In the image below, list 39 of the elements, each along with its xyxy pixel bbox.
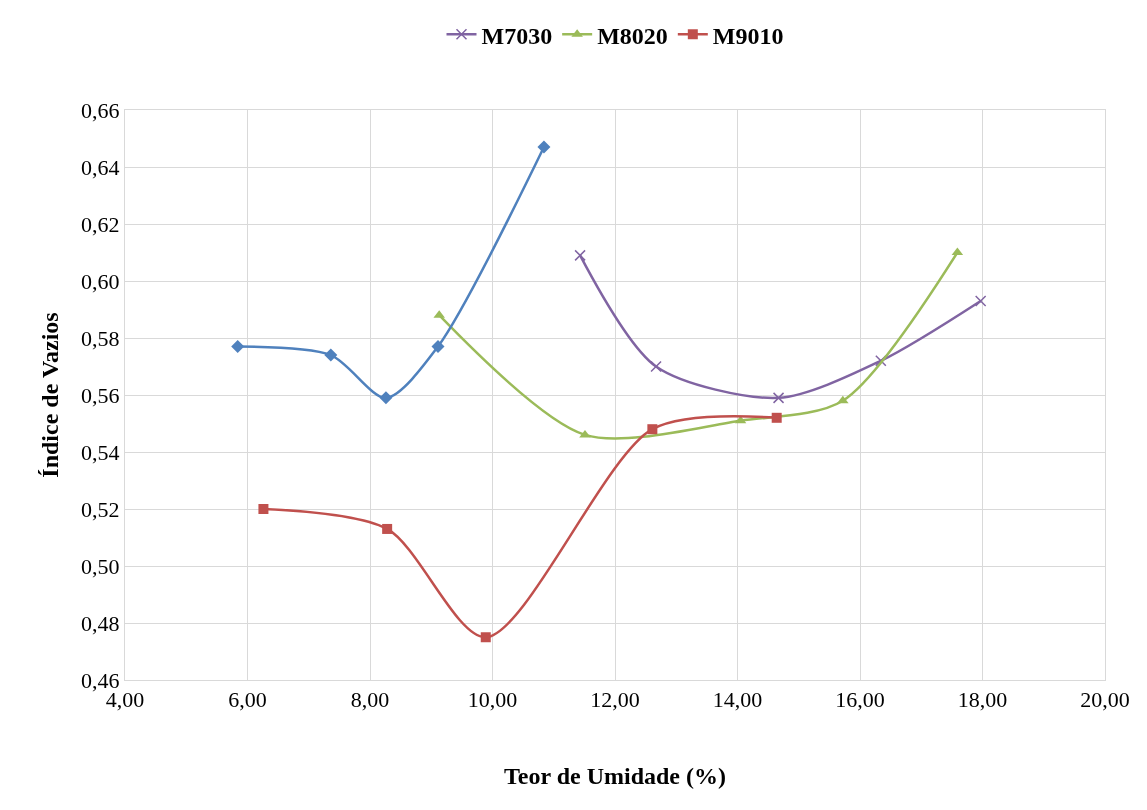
x-tick-label: 6,00	[228, 687, 267, 713]
point	[480, 632, 491, 643]
y-tick-label: 0,52	[81, 496, 120, 522]
x-tick-label: 16,00	[835, 687, 885, 713]
y-tick-label: 0,50	[81, 553, 120, 579]
x-tick-label: 8,00	[350, 687, 390, 713]
point	[771, 412, 782, 423]
x-axis-title: Teor de Umidade (%)	[504, 762, 726, 789]
point	[258, 504, 269, 514]
x-tick-label: 12,00	[590, 687, 640, 713]
point	[231, 340, 245, 354]
y-tick-label: 0,48	[81, 610, 120, 636]
point	[974, 295, 987, 307]
y-tick-label: 0,66	[81, 97, 120, 123]
x-tick-label: 14,00	[712, 687, 763, 713]
y-tick-label: 0,56	[81, 382, 120, 408]
point	[837, 395, 849, 404]
point	[382, 523, 393, 534]
legend-label: M9010	[712, 22, 784, 49]
x-tick-label: 18,00	[957, 687, 1008, 713]
legend-label: M8020	[597, 22, 668, 49]
point	[772, 392, 785, 404]
legend-label: M7030	[481, 22, 553, 49]
x-tick-label: 10,00	[467, 687, 518, 713]
x-tick-label: 20,00	[1080, 687, 1130, 713]
point	[875, 355, 887, 367]
y-tick-label: 0,62	[81, 211, 120, 237]
point	[574, 249, 586, 262]
y-tick-label: 0,54	[81, 439, 120, 465]
point	[324, 348, 338, 362]
point	[647, 424, 658, 435]
y-tick-label: 0,60	[81, 268, 120, 294]
point	[379, 391, 393, 405]
point	[431, 340, 445, 354]
y-tick-label: 0,64	[81, 154, 120, 180]
y-tick-label: 0,58	[81, 325, 120, 351]
y-axis-title: Índice de Vazios	[37, 312, 64, 478]
point	[650, 360, 662, 373]
point	[537, 140, 551, 154]
